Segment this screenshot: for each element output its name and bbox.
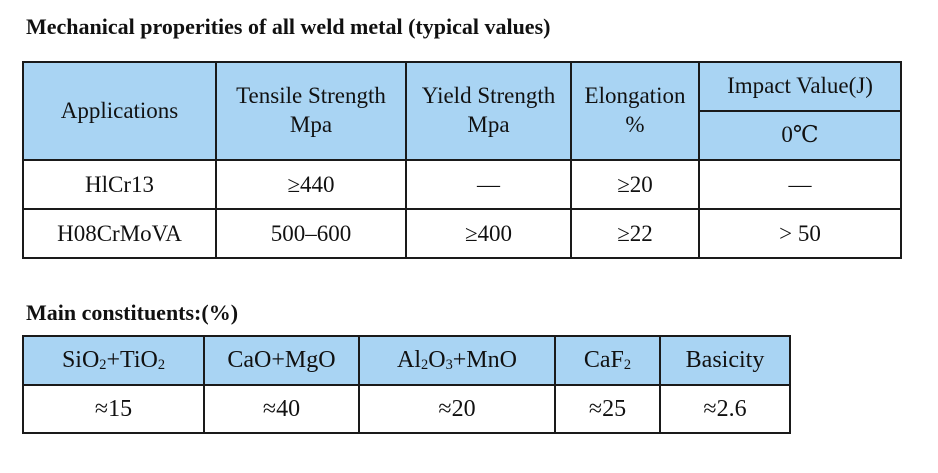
header-tensile-unit: Mpa: [289, 112, 333, 137]
table-row: HlCr13 ≥440 — ≥20 —: [22, 159, 902, 210]
cell-basicity: ≈2.6: [659, 384, 791, 434]
cell-impact: > 50: [698, 208, 902, 259]
cell-elongation: ≥22: [570, 208, 700, 259]
header-tensile-label: Tensile Strength: [236, 83, 386, 109]
header-basicity: Basicity: [659, 335, 791, 386]
header-cao-mgo: CaO+MgO: [203, 335, 360, 386]
header-yield-unit: Mpa: [467, 112, 510, 137]
cell-application: HlCr13: [22, 159, 217, 210]
header-al2o3-mno: Al2O3+MnO: [358, 335, 556, 386]
cell-cao-mgo: ≈40: [203, 384, 360, 434]
header-yield-strength: Yield Strength Mpa: [405, 61, 572, 161]
cell-application: H08CrMoVA: [22, 208, 217, 259]
mechanical-properties-title: Mechanical properities of all weld metal…: [26, 14, 551, 39]
cell-tensile: 500–600: [215, 208, 407, 259]
cell-al2o3-mno: ≈20: [358, 384, 556, 434]
header-impact-value: Impact Value(J): [698, 61, 902, 112]
cell-sio2-tio2: ≈15: [22, 384, 205, 434]
mechanical-properties-table: Applications Tensile Strength Mpa Yield …: [22, 61, 902, 259]
cell-tensile: ≥440: [215, 159, 407, 210]
cell-impact: —: [698, 159, 902, 210]
header-elongation-unit: %: [625, 112, 645, 137]
main-constituents-title: Main constituents:(%): [26, 300, 239, 325]
header-sio2-tio2: SiO2+TiO2: [22, 335, 205, 386]
header-elongation-label: Elongation: [584, 83, 686, 109]
header-applications: Applications: [22, 61, 217, 161]
header-impact-temperature: 0℃: [698, 110, 902, 161]
cell-caf2: ≈25: [554, 384, 661, 434]
cell-yield: —: [405, 159, 572, 210]
header-tensile-strength: Tensile Strength Mpa: [215, 61, 407, 161]
header-caf2: CaF2: [554, 335, 661, 386]
table-row: H08CrMoVA 500–600 ≥400 ≥22 > 50: [22, 208, 902, 259]
cell-elongation: ≥20: [570, 159, 700, 210]
header-elongation: Elongation %: [570, 61, 700, 161]
cell-yield: ≥400: [405, 208, 572, 259]
table-row: ≈15 ≈40 ≈20 ≈25 ≈2.6: [22, 384, 791, 434]
header-yield-label: Yield Strength: [421, 83, 556, 109]
main-constituents-table: SiO2+TiO2 CaO+MgO Al2O3+MnO CaF2 Basicit…: [22, 335, 791, 434]
